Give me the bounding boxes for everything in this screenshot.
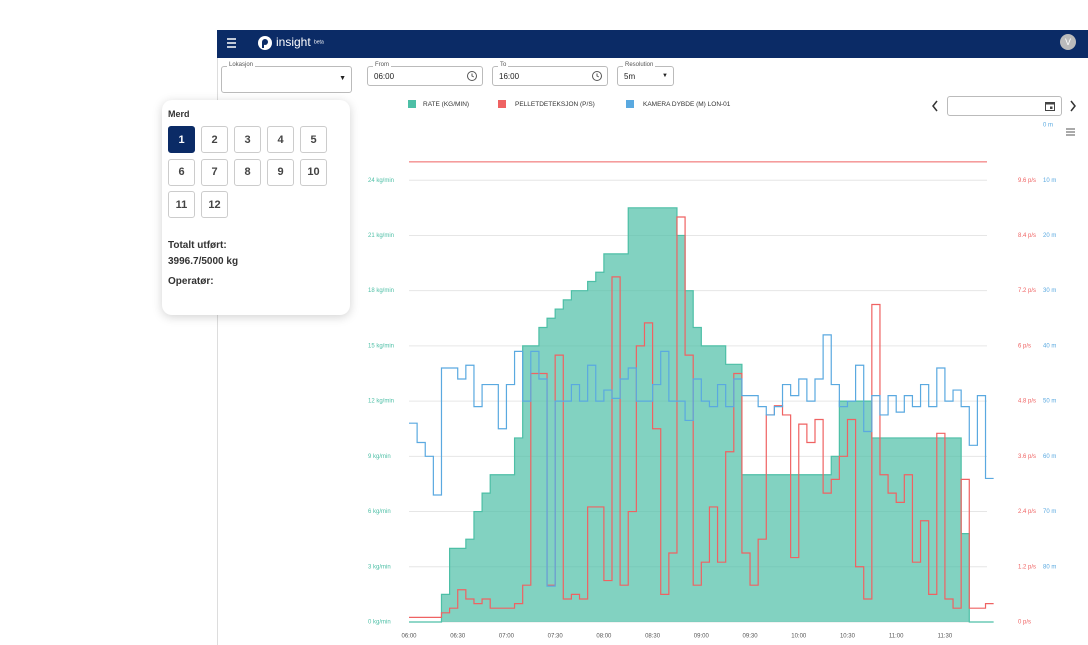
chart-menu-button[interactable] xyxy=(1066,128,1075,136)
x-tick-label: 09:30 xyxy=(743,634,759,640)
total-value: 3996.7/5000 kg xyxy=(168,256,239,267)
from-input[interactable]: From 06:00 xyxy=(367,62,483,86)
avatar[interactable] xyxy=(1060,34,1076,50)
pen-button[interactable]: 4 xyxy=(267,126,294,153)
x-tick-label: 08:00 xyxy=(596,634,612,640)
pen-button[interactable]: 3 xyxy=(234,126,261,153)
total-label: Totalt utført: xyxy=(168,240,227,251)
clock-icon xyxy=(467,71,477,81)
y-tick-label: 24 kg/min xyxy=(368,178,394,184)
y3-tick-label: 70 m xyxy=(1043,509,1056,515)
filter-label: Lokasjon xyxy=(227,62,256,68)
y-tick-label: 9 kg/min xyxy=(368,454,391,460)
y-tick-label: 3 kg/min xyxy=(368,564,391,570)
main-panel xyxy=(217,30,1088,645)
legend-label: PELLETDETEKSJON (P/S) xyxy=(515,101,595,108)
menu-button[interactable] xyxy=(227,38,236,48)
pen-button[interactable]: 1 xyxy=(168,126,195,153)
y3-tick-label: 60 m xyxy=(1043,454,1056,460)
step-line xyxy=(409,207,994,623)
date-picker[interactable] xyxy=(947,96,1062,116)
logo-text: insight xyxy=(276,35,311,49)
y3-tick-label: 20 m xyxy=(1043,233,1056,239)
y2-tick-label: 1.2 p/s xyxy=(1018,564,1036,570)
location-select[interactable]: Lokasjon ▼ xyxy=(221,62,352,93)
logo-badge: beta xyxy=(314,39,324,45)
resolution-select[interactable]: Resolution 5m ▼ xyxy=(617,62,674,86)
y2-tick-label: 4.8 p/s xyxy=(1018,399,1036,405)
y2-tick-label: 9.6 p/s xyxy=(1018,178,1036,184)
filter-label: From xyxy=(373,62,391,68)
next-day-button[interactable] xyxy=(1070,100,1076,112)
y-tick-label: 6 kg/min xyxy=(368,509,391,515)
y-tick-label: 21 kg/min xyxy=(368,233,394,239)
x-tick-label: 06:00 xyxy=(401,634,417,640)
y2-tick-label: 8.4 p/s xyxy=(1018,233,1036,239)
y3-tick-label: 30 m xyxy=(1043,288,1056,294)
legend-swatch xyxy=(626,100,634,108)
y3-tick-label: 0 m xyxy=(1043,123,1053,129)
top-bar-icons: insight beta V xyxy=(227,34,1076,50)
y2-tick-label: 3.6 p/s xyxy=(1018,454,1036,460)
legend-swatch xyxy=(498,100,506,108)
avatar-initial: V xyxy=(1065,37,1071,47)
operator-label: Operatør: xyxy=(168,276,214,287)
x-tick-label: 09:00 xyxy=(694,634,710,640)
x-tick-label: 06:30 xyxy=(450,634,466,640)
filter-value: 06:00 xyxy=(374,72,395,81)
y2-tick-label: 0 p/s xyxy=(1018,620,1031,626)
y2-tick-label: 2.4 p/s xyxy=(1018,509,1036,515)
y-tick-label: 15 kg/min xyxy=(368,343,394,349)
x-tick-label: 11:30 xyxy=(938,634,953,640)
x-tick-label: 08:30 xyxy=(645,634,661,640)
legend-label: KAMERA DYBDE (M) LON-01 xyxy=(643,101,731,108)
pen-card: Merd 1 2 3 4 5 6 7 8 9 10 11 12 Totalt utført: 3996… xyxy=(162,100,350,315)
filter-value: 5m xyxy=(624,72,636,81)
y3-tick-label: 10 m xyxy=(1043,178,1056,184)
pen-button[interactable]: 2 xyxy=(201,126,228,153)
logo-mark-stem xyxy=(262,42,264,48)
pen-button[interactable]: 10 xyxy=(300,158,327,186)
pen-button[interactable]: 7 xyxy=(201,158,228,186)
x-tick-label: 07:30 xyxy=(548,634,564,640)
prev-day-button[interactable] xyxy=(932,100,938,112)
x-tick-label: 10:00 xyxy=(791,634,807,640)
top-bar: insight beta V xyxy=(217,30,1088,58)
dropdown-arrow: ▼ xyxy=(662,73,668,79)
area xyxy=(409,207,994,623)
x-tick-label: 07:00 xyxy=(499,634,515,640)
y3-tick-label: 80 m xyxy=(1043,564,1056,570)
legend-label: RATE (KG/MIN) xyxy=(423,101,469,108)
pen-button[interactable]: 8 xyxy=(234,158,261,186)
x-tick-label: 10:30 xyxy=(840,634,856,640)
y-tick-label: 18 kg/min xyxy=(368,288,394,294)
x-tick-label: 11:00 xyxy=(889,634,904,640)
pen-button[interactable]: 12 xyxy=(201,191,228,218)
pen-button[interactable]: 9 xyxy=(267,158,294,186)
y-tick-label: 0 kg/min xyxy=(368,620,391,626)
filter-label: To xyxy=(498,62,509,68)
y3-tick-label: 50 m xyxy=(1043,399,1056,405)
pen-button[interactable]: 11 xyxy=(168,191,195,218)
card-title: Merd xyxy=(168,109,190,119)
step-line xyxy=(409,334,994,587)
pen-button[interactable]: 6 xyxy=(168,158,195,186)
legend-swatch xyxy=(408,100,416,108)
dropdown-arrow: ▼ xyxy=(339,75,346,82)
y2-tick-label: 6 p/s xyxy=(1018,343,1031,349)
filter-value: 16:00 xyxy=(499,72,520,81)
calendar-icon xyxy=(1045,102,1055,111)
to-input[interactable]: To 16:00 xyxy=(492,62,608,86)
filter-label: Resolution xyxy=(623,62,656,68)
clock-icon xyxy=(592,71,602,81)
y2-tick-label: 7.2 p/s xyxy=(1018,288,1036,294)
pen-button[interactable]: 5 xyxy=(300,126,327,153)
y-tick-label: 12 kg/min xyxy=(368,399,394,405)
y3-tick-label: 40 m xyxy=(1043,343,1056,349)
step-line xyxy=(409,216,994,618)
